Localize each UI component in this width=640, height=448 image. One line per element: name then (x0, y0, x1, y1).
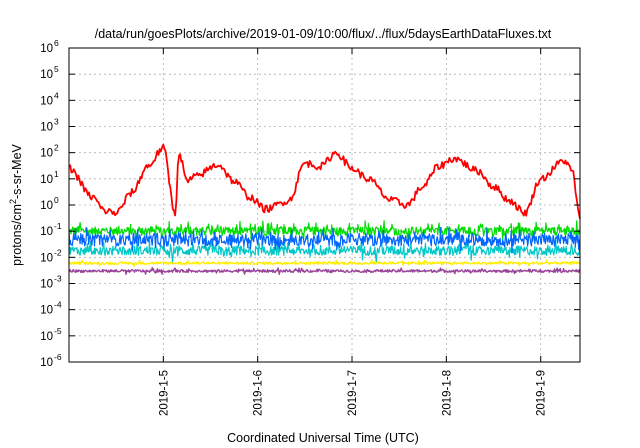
y-tick-label-exponent: 1 (54, 169, 59, 179)
series-layer (68, 143, 581, 275)
chart-title: /data/run/goesPlots/archive/2019-01-09/1… (95, 27, 552, 41)
x-tick-label: 2019-1-9 (536, 370, 548, 416)
y-tick-label: 10 (40, 148, 53, 160)
series-line (68, 227, 581, 254)
tick-marks (69, 47, 580, 363)
y-tick-label: 10 (40, 331, 53, 343)
y-tick-label-exponent: 5 (54, 64, 59, 74)
y-tick-label: 10 (40, 69, 53, 81)
y-tick-label-exponent: 6 (54, 38, 59, 48)
y-tick-label-exponent: 3 (54, 117, 59, 127)
y-tick-label: 10 (40, 252, 53, 264)
grid (69, 48, 580, 362)
y-tick-label-exponent: -3 (54, 274, 62, 284)
x-axis-label: Coordinated Universal Time (UTC) (227, 431, 419, 445)
series-line (68, 267, 581, 275)
y-tick-label-exponent: -4 (54, 300, 62, 310)
y-tick-label-exponent: -5 (54, 326, 62, 336)
y-tick-label: 10 (40, 200, 53, 212)
y-tick-label: 10 (40, 174, 53, 186)
y-tick-label: 10 (40, 279, 53, 291)
series-line (68, 220, 581, 242)
y-tick-label: 10 (40, 95, 53, 107)
y-axis-label: protons/cm2-s-sr-MeV (8, 143, 24, 265)
y-tick-label-exponent: 2 (54, 143, 59, 153)
y-tick-label: 10 (40, 305, 53, 317)
x-tick-labels: 2019-1-5 2019-1-6 2019-1-7 2019-1-8 2019-1-9 (158, 370, 547, 416)
y-tick-label: 10 (40, 226, 53, 238)
x-tick-label: 2019-1-6 (253, 370, 265, 416)
y-tick-label: 10 (40, 357, 53, 369)
x-tick-label: 2019-1-7 (347, 370, 359, 416)
series-line-main (68, 143, 581, 219)
y-tick-label-exponent: -1 (54, 221, 62, 231)
x-tick-label: 2019-1-8 (441, 370, 453, 416)
x-tick-label: 2019-1-5 (158, 370, 170, 416)
y-axis-label-text: protons/cm2-s-sr-MeV (8, 143, 24, 265)
series-line (68, 237, 581, 263)
y-tick-label-exponent: -6 (54, 352, 62, 362)
y-tick-label: 10 (40, 43, 53, 55)
y-tick-label-exponent: 4 (54, 90, 59, 100)
series-line (68, 259, 581, 267)
y-tick-label: 10 (40, 122, 53, 134)
y-tick-label-exponent: 0 (54, 195, 59, 205)
y-tick-label-exponent: -2 (54, 247, 62, 257)
